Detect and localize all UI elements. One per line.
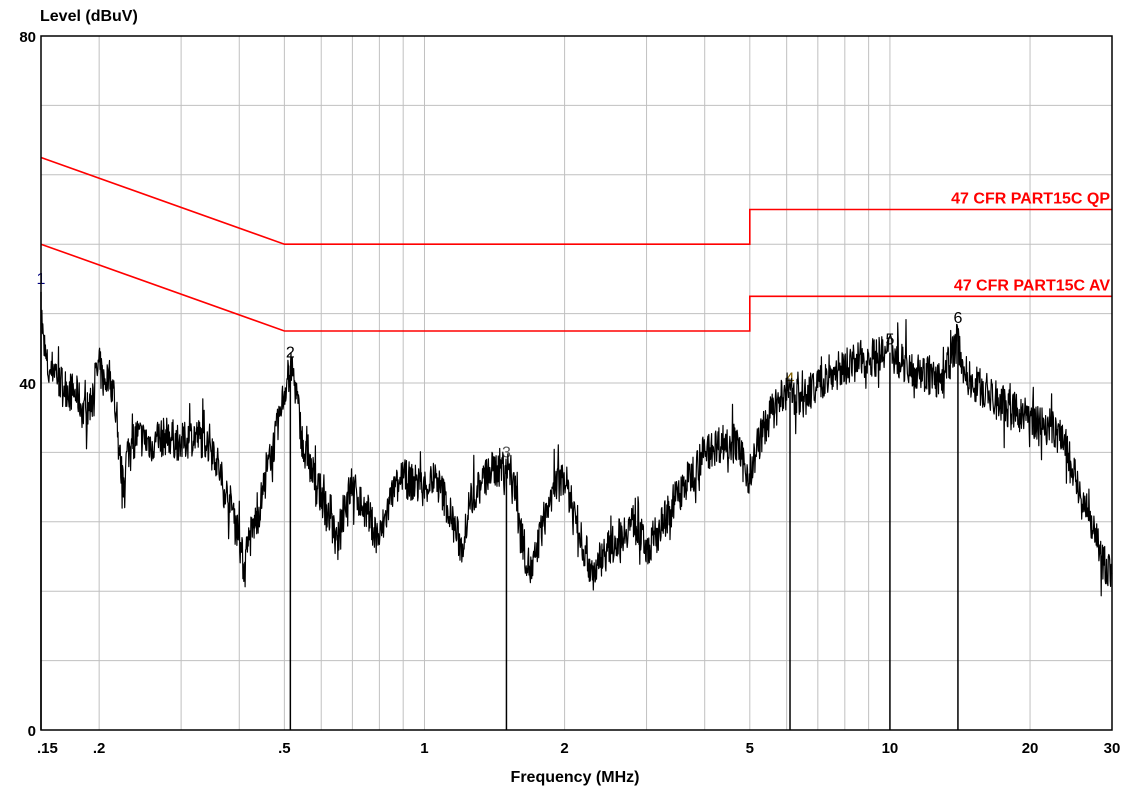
limit-line-2 bbox=[40, 243, 1112, 332]
plot-frame bbox=[40, 35, 1113, 731]
y-tick-label: 40 bbox=[19, 376, 36, 393]
limit-line-label: 47 CFR PART15C QP bbox=[951, 191, 1110, 208]
y-tick-label: 0 bbox=[28, 723, 36, 740]
x-tick-label: .15 bbox=[37, 740, 58, 757]
x-tick-label: .5 bbox=[278, 740, 291, 757]
measurement-trace bbox=[40, 309, 1113, 597]
marker-label: 4 bbox=[786, 371, 795, 388]
x-tick-label: 2 bbox=[560, 740, 568, 757]
y-tick-label: 80 bbox=[19, 29, 36, 46]
x-tick-label: 20 bbox=[1022, 740, 1039, 757]
traces bbox=[40, 309, 1113, 597]
limit-line-1 bbox=[40, 156, 1112, 245]
y-tick-labels: 0 40 80 bbox=[19, 29, 36, 740]
limit-line-label: 47 CFR PART15C AV bbox=[954, 277, 1111, 294]
grid bbox=[41, 36, 1112, 730]
y-axis-title: Level (dBuV) bbox=[40, 8, 138, 25]
x-tick-labels: .15 .2 .5 1 2 5 10 20 30 bbox=[37, 740, 1120, 757]
x-tick-label: 10 bbox=[882, 740, 899, 757]
x-tick-label: 30 bbox=[1104, 740, 1121, 757]
marker-label: 3 bbox=[502, 444, 511, 461]
x-tick-label: 5 bbox=[746, 740, 754, 757]
x-axis-title: Frequency (MHz) bbox=[511, 769, 640, 786]
x-tick-label: 1 bbox=[420, 740, 428, 757]
limit-lines: 47 CFR PART15C QP 47 CFR PART15C AV bbox=[40, 156, 1112, 332]
marker-label: 5 bbox=[885, 332, 894, 349]
marker-label: 6 bbox=[953, 310, 962, 327]
x-tick-label: .2 bbox=[93, 740, 106, 757]
